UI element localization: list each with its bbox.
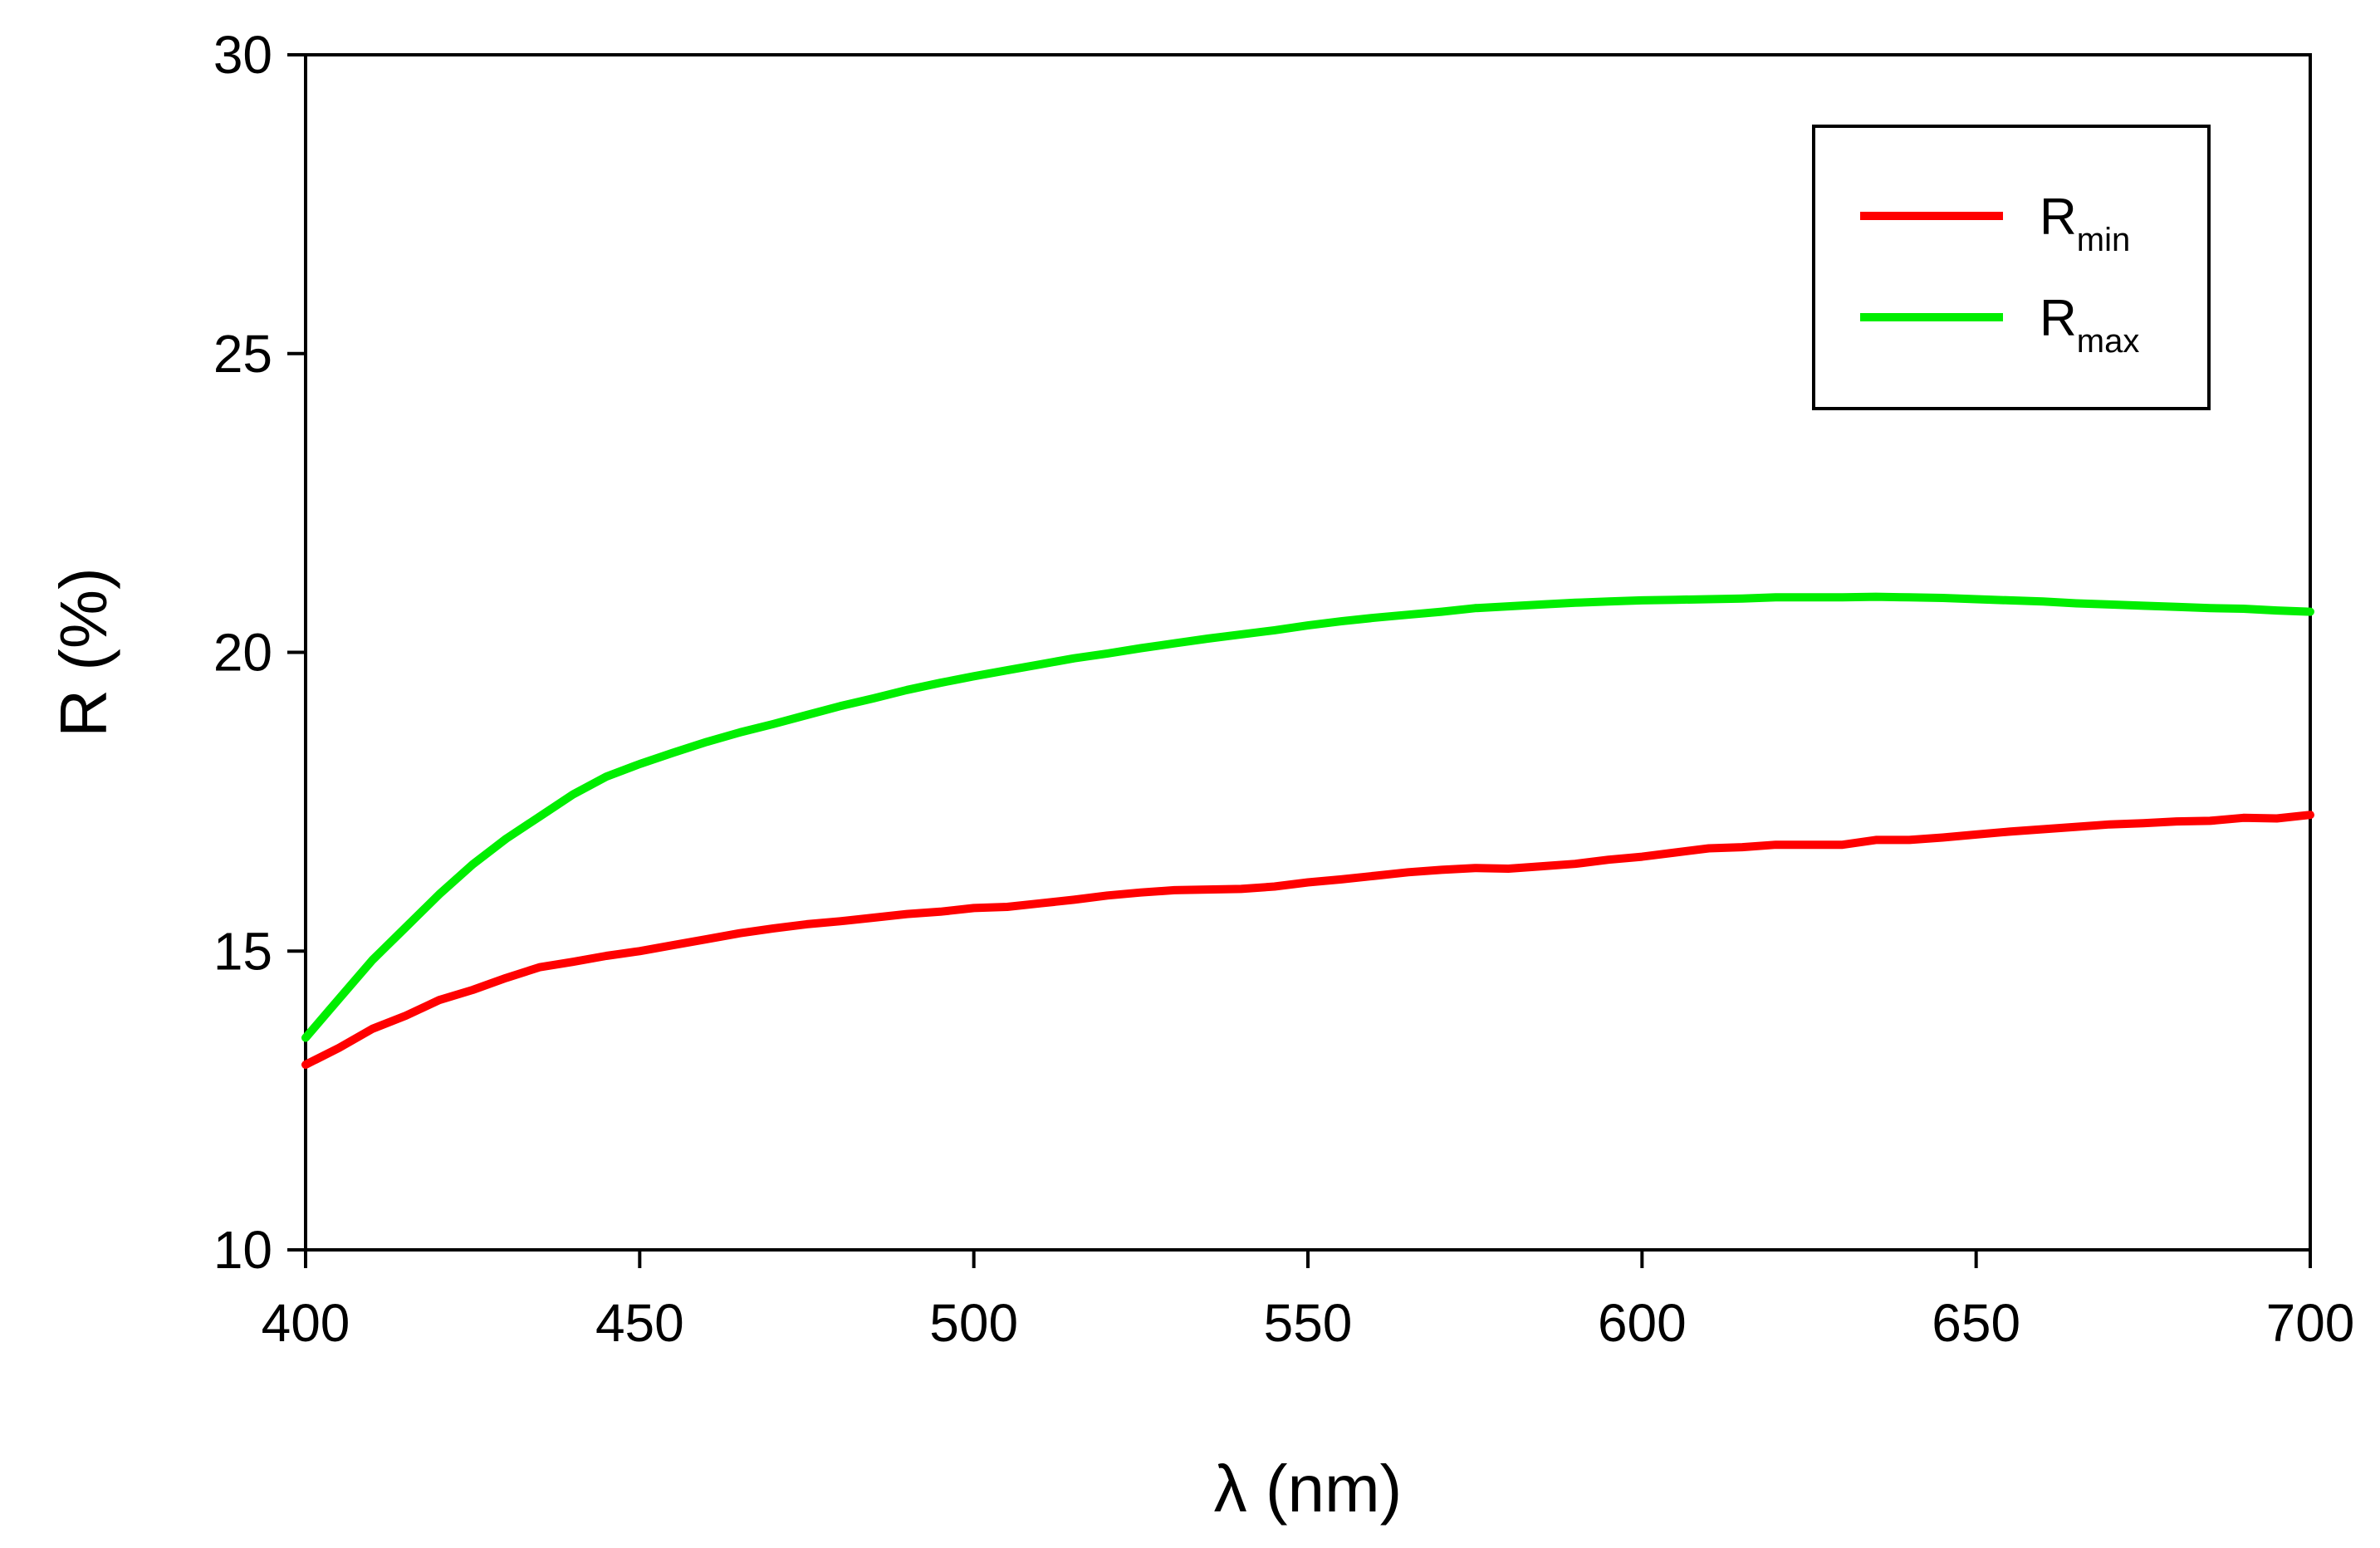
y-axis-title: R (%) (47, 567, 120, 737)
x-axis-title: λ (nm) (1214, 1452, 1403, 1526)
y-axis: 10 15 20 25 30 (213, 25, 306, 1280)
y-tick-label: 25 (213, 324, 272, 384)
y-tick-label: 30 (213, 25, 272, 85)
y-tick-label: 20 (213, 623, 272, 683)
y-tick-label: 10 (213, 1220, 272, 1280)
series-line-rmin (301, 811, 2314, 1069)
series-line-rmax (301, 592, 2314, 1042)
legend-label-max: Rmax (2040, 290, 2139, 360)
legend: Rmin Rmax (1812, 125, 2211, 410)
legend-box (1812, 125, 2211, 410)
series-lines (301, 592, 2314, 1069)
y-tick-label: 15 (213, 921, 272, 981)
x-tick-label: 650 (1932, 1293, 2020, 1353)
x-tick-label: 450 (595, 1293, 684, 1353)
x-tick-label: 550 (1264, 1293, 1353, 1353)
x-tick-label: 600 (1598, 1293, 1687, 1353)
x-tick-label: 500 (929, 1293, 1018, 1353)
x-axis: 400 450 500 550 600 650 700 (262, 1250, 2355, 1353)
x-tick-label: 700 (2266, 1293, 2355, 1353)
legend-label-min: Rmin (2040, 189, 2130, 258)
x-tick-label: 400 (262, 1293, 350, 1353)
